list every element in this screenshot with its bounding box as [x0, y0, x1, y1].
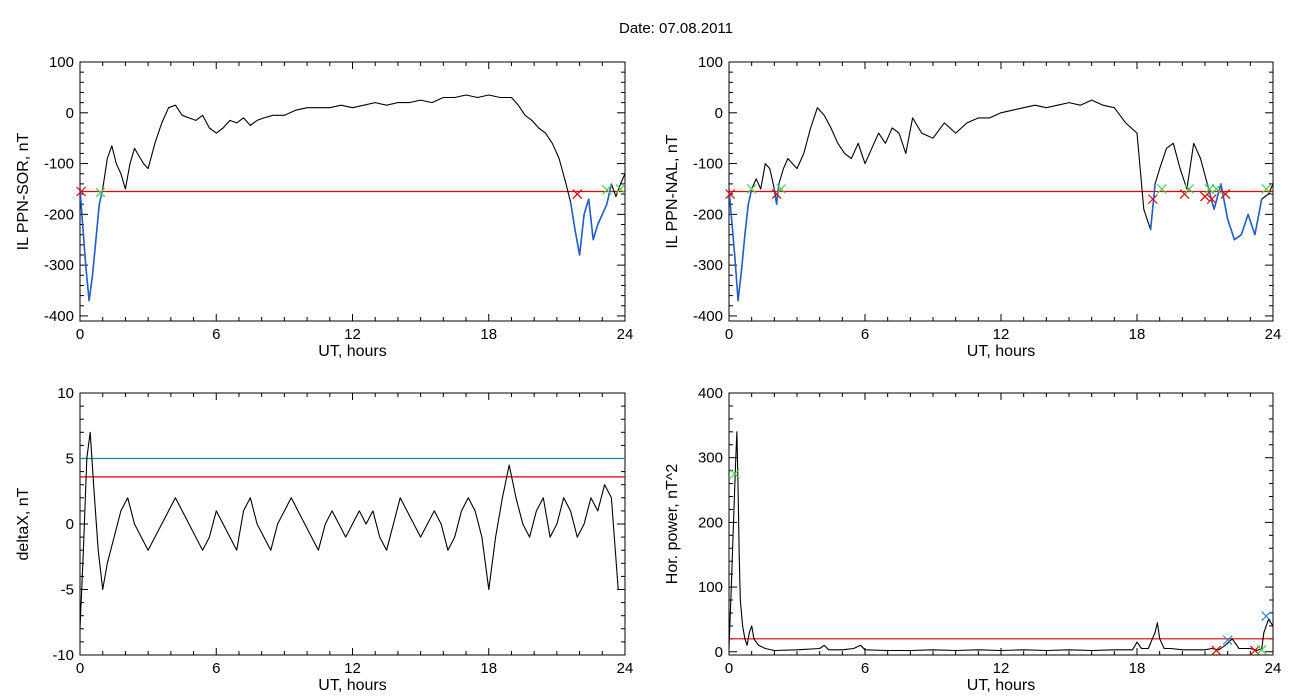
highlight-segment [569, 183, 613, 256]
y-tick-label: 100 [49, 54, 74, 71]
y-tick-label: -10 [52, 647, 74, 664]
x-axis-label: UT, hours [967, 677, 1035, 694]
x-axis-label: UT, hours [967, 343, 1035, 360]
series-line [729, 431, 1273, 652]
series-line [80, 431, 625, 629]
x-tick-label: 24 [1265, 660, 1282, 677]
x-tick-label: 0 [76, 660, 84, 677]
x-marker [746, 184, 757, 194]
x-marker [1206, 194, 1217, 205]
y-tick-label: 0 [715, 644, 723, 661]
y-tick-label: -5 [61, 582, 74, 599]
x-axis-label: UT, hours [318, 677, 386, 694]
panel1-plot: 0 6 12 18 24 -400 -300 -200 -100 0 100 UT, hours IL … [15, 54, 633, 360]
highlight-segment [1149, 183, 1156, 230]
x-marker [1211, 645, 1222, 656]
x-tick-label: 12 [993, 660, 1010, 677]
y-tick-label: -100 [693, 156, 723, 173]
y-tick-label: 100 [698, 579, 723, 596]
x-marker [572, 189, 583, 199]
x-tick-label: 24 [617, 326, 634, 343]
x-marker [776, 184, 787, 194]
x-tick-label: 12 [344, 660, 361, 677]
y-axis-label: deltaX, nT [15, 487, 32, 560]
x-tick-label: 6 [212, 660, 220, 677]
panel4-plot: 0 6 12 18 24 0 100 200 300 400 UT, hours Hor. power… [664, 385, 1281, 694]
y-tick-label: 0 [715, 105, 723, 122]
y-tick-label: -400 [44, 308, 74, 325]
figure-title: Date: 07.08.2011 [619, 20, 733, 37]
y-tick-label: 100 [698, 54, 723, 71]
y-axis-label: IL PPN-SOR, nT [15, 132, 32, 250]
x-marker [1220, 189, 1231, 199]
highlight-segment [1206, 183, 1263, 241]
y-tick-label: -300 [693, 257, 723, 274]
highlight-segment [80, 188, 104, 302]
plot-frame [728, 392, 1274, 656]
y-tick-label: -100 [44, 156, 74, 173]
x-tick-label: 24 [1265, 326, 1282, 343]
x-marker [1147, 194, 1158, 205]
x-marker [601, 185, 612, 195]
panel3-plot: 0 6 12 18 24 -10 -5 0 5 10 UT, hours deltaX, nT [15, 385, 633, 694]
series-line [729, 99, 1273, 302]
x-marker [615, 184, 626, 194]
y-tick-label: 0 [66, 105, 74, 122]
y-tick-label: 200 [698, 514, 723, 531]
y-tick-label: -400 [693, 308, 723, 325]
x-tick-label: 24 [617, 660, 634, 677]
y-axis-label: IL PPN-NAL, nT [664, 134, 681, 248]
y-tick-label: 300 [698, 450, 723, 467]
y-tick-label: 5 [66, 451, 74, 468]
x-marker [1184, 184, 1195, 194]
x-tick-label: 18 [480, 326, 497, 343]
highlight-segment [773, 183, 780, 205]
x-marker [725, 189, 736, 199]
x-tick-label: 18 [1129, 660, 1146, 677]
y-axis-label: Hor. power, nT^2 [664, 464, 681, 585]
x-marker [95, 187, 106, 198]
x-marker [1261, 611, 1272, 622]
y-tick-label: -200 [693, 206, 723, 223]
x-marker [1211, 184, 1222, 194]
panel2-plot: 0 6 12 18 24 -400 -300 -200 -100 0 100 UT, hours IL … [664, 54, 1281, 360]
y-tick-label: 0 [66, 516, 74, 533]
highlight-segment [729, 188, 753, 302]
x-marker [1200, 191, 1210, 202]
y-tick-label: -200 [44, 206, 74, 223]
x-tick-label: 18 [480, 660, 497, 677]
x-tick-label: 0 [725, 326, 733, 343]
x-tick-label: 0 [725, 660, 733, 677]
y-tick-label: 400 [698, 385, 723, 402]
x-tick-label: 12 [344, 326, 361, 343]
x-tick-label: 6 [861, 660, 869, 677]
x-tick-label: 6 [861, 326, 869, 343]
x-marker [729, 468, 740, 479]
x-tick-label: 0 [76, 326, 84, 343]
x-marker [1261, 184, 1272, 194]
x-marker [76, 186, 87, 197]
x-tick-label: 18 [1129, 326, 1146, 343]
x-marker [1256, 644, 1267, 655]
x-marker [1222, 635, 1233, 646]
y-tick-label: 10 [57, 385, 74, 402]
x-tick-label: 12 [993, 326, 1010, 343]
x-axis-label: UT, hours [318, 343, 386, 360]
series-line [80, 94, 625, 302]
y-tick-label: -300 [44, 257, 74, 274]
x-marker [1157, 184, 1167, 194]
x-tick-label: 6 [212, 326, 220, 343]
